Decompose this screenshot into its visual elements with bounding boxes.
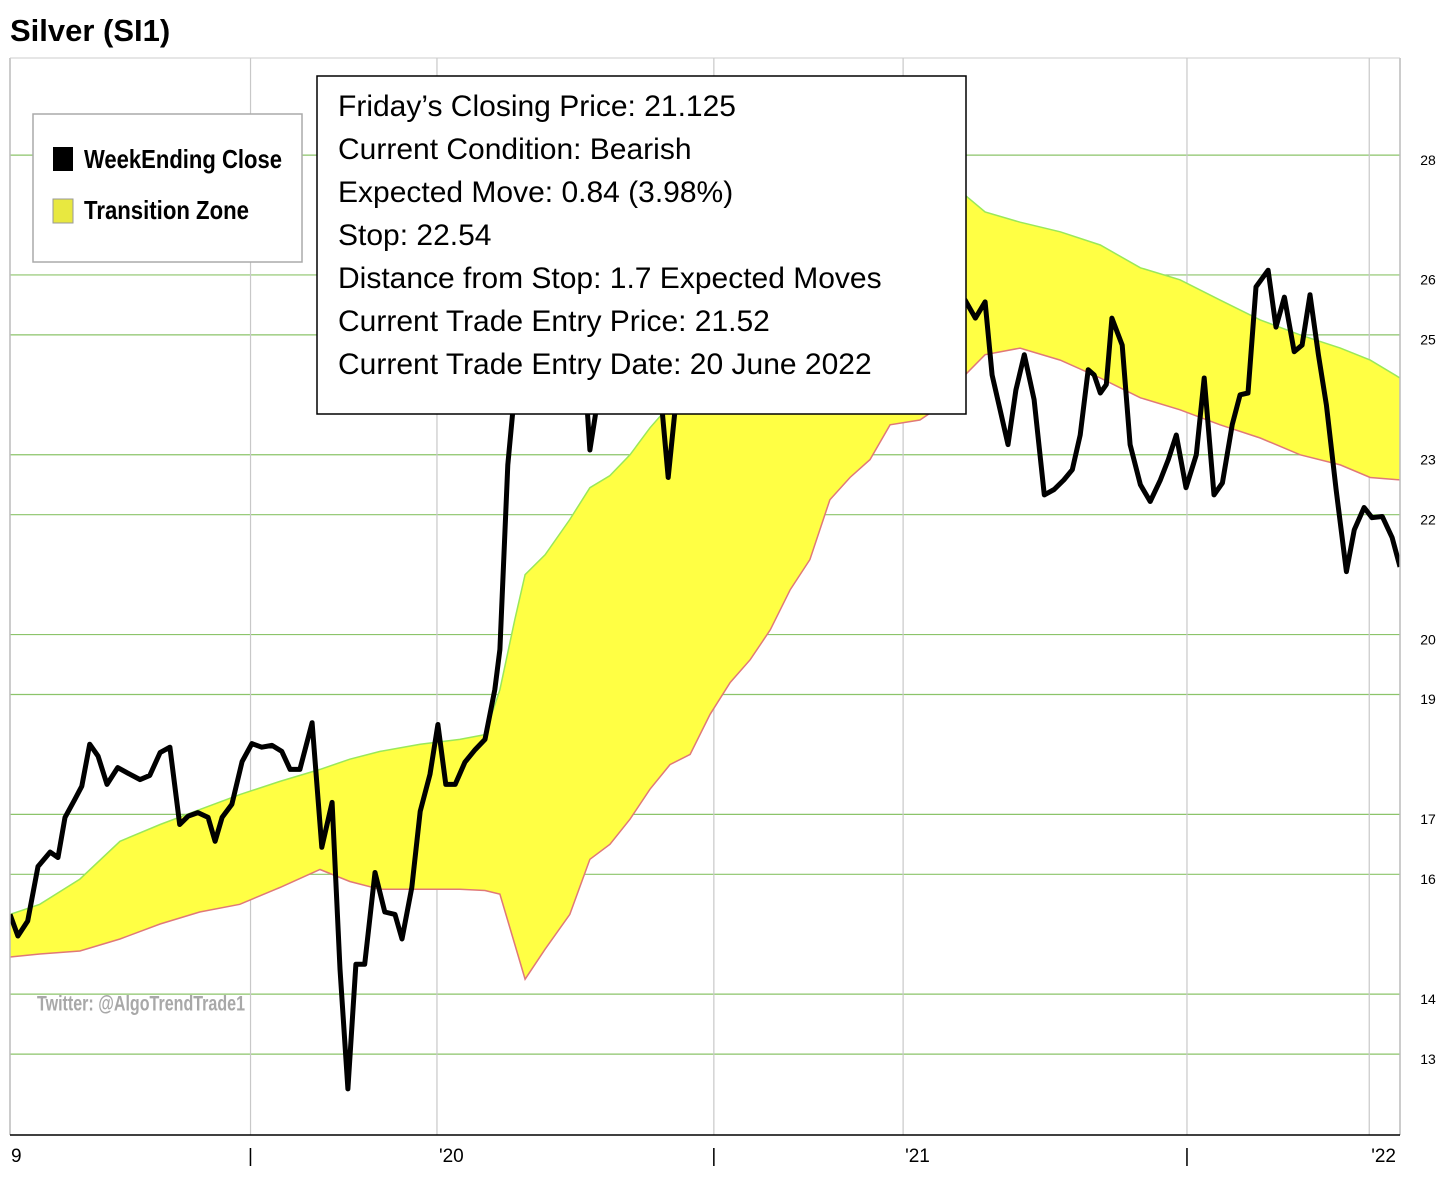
info-line: Expected Move: 0.84 (3.98%): [338, 176, 733, 209]
chart-title: Silver (SI1): [10, 13, 170, 48]
legend-label: Transition Zone: [84, 195, 249, 225]
y-tick-label: 26: [1420, 272, 1436, 288]
info-line: Current Trade Entry Price: 21.52: [338, 305, 770, 338]
info-line: Stop: 22.54: [338, 219, 491, 252]
x-tick-label: '22: [1371, 1146, 1396, 1167]
x-tick-label: '21: [905, 1146, 930, 1167]
y-tick-label: 23: [1420, 451, 1436, 467]
x-tick-label: 9: [11, 1146, 22, 1167]
y-tick-label: 14: [1420, 991, 1436, 1007]
info-line: Friday’s Closing Price: 21.125: [338, 90, 736, 123]
legend-swatch: [52, 198, 74, 224]
info-line: Distance from Stop: 1.7 Expected Moves: [338, 262, 882, 295]
info-line: Current Trade Entry Date: 20 June 2022: [338, 348, 872, 381]
legend-box: [32, 113, 303, 263]
y-tick-label: 25: [1420, 332, 1436, 348]
x-tick-label: |: [248, 1146, 253, 1167]
x-tick-label: |: [1185, 1146, 1190, 1167]
y-tick-label: 17: [1420, 811, 1436, 827]
y-tick-label: 28: [1420, 152, 1436, 168]
x-tick-label: |: [711, 1146, 716, 1167]
y-tick-label: 16: [1420, 871, 1436, 887]
info-box: [316, 75, 967, 415]
y-tick-label: 22: [1420, 511, 1436, 527]
x-tick-label: '20: [439, 1146, 464, 1167]
legend-label: WeekEnding Close: [84, 144, 282, 174]
y-tick-label: 19: [1420, 691, 1436, 707]
y-tick-label: 13: [1420, 1051, 1436, 1067]
watermark: Twitter: @AlgoTrendTrade1: [37, 993, 245, 1016]
legend-swatch: [53, 147, 73, 171]
y-tick-label: 20: [1420, 631, 1436, 647]
info-line: Current Condition: Bearish: [338, 133, 692, 166]
